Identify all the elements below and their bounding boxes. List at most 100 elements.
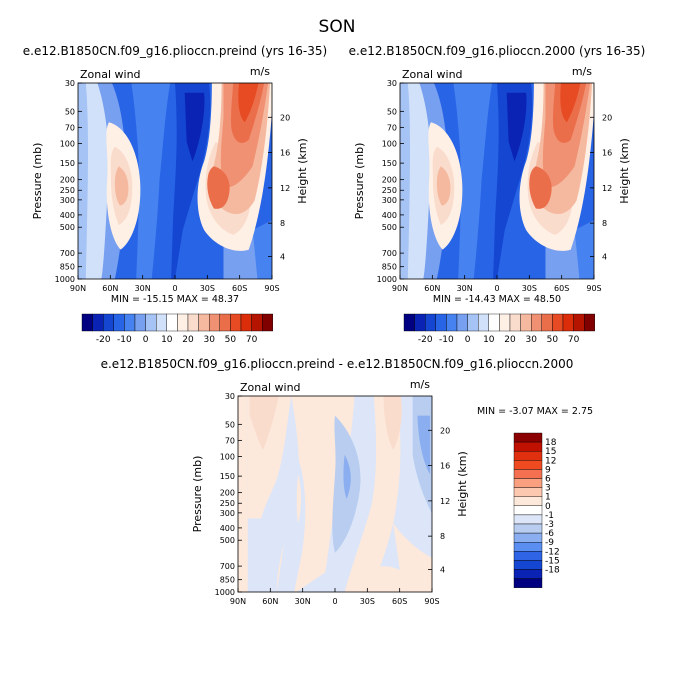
x-tick-label: 90N	[230, 597, 246, 606]
y-tick-label: 300	[382, 196, 397, 205]
colorbar-label: 0	[143, 335, 149, 345]
y-tick-label: 300	[60, 196, 75, 205]
colorbar-swatch	[513, 578, 543, 588]
colorbar-swatch	[124, 313, 136, 332]
colorbar-swatch	[513, 487, 543, 497]
colorbar-swatch	[562, 313, 574, 332]
height-tick-label: 12	[440, 497, 450, 506]
y-axis-title-right: Height (km)	[296, 138, 309, 204]
colorbar-swatch	[102, 313, 114, 332]
height-tick-label: 16	[440, 462, 450, 471]
height-tick-label: 4	[602, 252, 607, 261]
y-tick-label: 1000	[55, 275, 75, 284]
y-tick-label: 50	[65, 107, 75, 116]
y-tick-label: 400	[382, 211, 397, 220]
colorbar-swatch	[425, 313, 437, 332]
contour-field	[400, 83, 594, 279]
colorbar-swatch	[552, 313, 564, 332]
x-tick-label: 30N	[295, 597, 311, 606]
colorbar-swatch	[513, 460, 543, 470]
colorbar-swatch	[584, 313, 596, 332]
x-tick-label: 60S	[554, 284, 569, 293]
y-axis-title: Pressure (mb)	[31, 143, 44, 220]
y-tick-label: 70	[387, 123, 397, 132]
y-tick-label: 1000	[377, 275, 397, 284]
x-tick-label: 90S	[264, 284, 279, 293]
y-tick-label: 150	[382, 159, 397, 168]
x-tick-label: 60N	[424, 284, 440, 293]
colorbar-swatch	[513, 451, 543, 461]
x-tick-label: 30S	[522, 284, 537, 293]
colorbar-label: 6	[545, 475, 551, 485]
x-tick-label: 60S	[232, 284, 247, 293]
y-tick-label: 850	[220, 576, 235, 585]
colorbar-swatch	[187, 313, 199, 332]
colorbar-swatch	[513, 496, 543, 507]
y-tick-label: 400	[220, 524, 235, 533]
units-label: m/s	[410, 378, 430, 391]
x-tick-label: 0	[494, 284, 499, 293]
colorbar-swatch	[230, 313, 242, 332]
colorbar-label: -20	[96, 335, 111, 345]
colorbar-label: -3	[545, 520, 554, 530]
variable-label: Zonal wind	[80, 68, 141, 81]
colorbar-label: 10	[483, 335, 495, 345]
y-axis-title-right: Height (km)	[456, 451, 469, 517]
y-tick-label: 1000	[215, 588, 235, 597]
colorbar-swatch	[92, 313, 104, 332]
colorbar-label: -18	[545, 566, 560, 576]
colorbar-swatch	[219, 313, 231, 332]
y-tick-label: 500	[382, 223, 397, 232]
colorbar-swatch	[145, 313, 157, 332]
colorbar-swatch	[134, 313, 146, 332]
contour-field	[78, 83, 272, 279]
colorbar-label: 30	[525, 335, 537, 345]
colorbar-swatch	[198, 313, 210, 332]
y-tick-label: 100	[382, 139, 397, 148]
panel-difference: e.e12.B1850CN.f09_g16.plioccn.preind - e…	[101, 357, 593, 606]
height-tick-label: 12	[602, 184, 612, 193]
panel-2000: e.e12.B1850CN.f09_g16.plioccn.2000 (yrs …	[349, 44, 646, 345]
colorbar-swatch	[513, 560, 543, 570]
colorbar-label: 30	[203, 335, 215, 345]
colorbar-swatch	[262, 313, 274, 332]
colorbar-label: 20	[504, 335, 516, 345]
colorbar-swatch	[513, 551, 543, 561]
colorbar-label: -10	[117, 335, 132, 345]
x-tick-label: 60N	[262, 597, 278, 606]
y-tick-label: 50	[225, 420, 235, 429]
colorbar-swatch	[513, 523, 543, 534]
colorbar-label: 70	[246, 335, 258, 345]
colorbar-swatch	[513, 542, 543, 552]
units-label: m/s	[572, 65, 592, 78]
colorbar-label: 9	[545, 465, 551, 475]
y-tick-label: 700	[220, 562, 235, 571]
y-tick-label: 700	[60, 249, 75, 258]
y-axis-title-right: Height (km)	[618, 138, 631, 204]
y-tick-label: 250	[220, 499, 235, 508]
colorbar-label: 50	[225, 335, 237, 345]
colorbar-swatch	[414, 313, 426, 332]
x-tick-label: 60N	[102, 284, 118, 293]
colorbar-swatch	[113, 313, 125, 332]
colorbar-swatch	[251, 313, 263, 332]
colorbar-swatch	[435, 313, 447, 332]
y-tick-label: 70	[65, 123, 75, 132]
panel-title: e.e12.B1850CN.f09_g16.plioccn.preind - e…	[101, 357, 574, 371]
colorbar-swatch	[513, 514, 543, 525]
y-tick-label: 700	[382, 249, 397, 258]
colorbar-swatch	[513, 532, 543, 543]
colorbar-swatch	[155, 313, 167, 332]
colorbar-swatch	[531, 313, 543, 332]
colorbar-label: 3	[545, 484, 551, 494]
colorbar-swatch	[513, 505, 543, 516]
y-tick-label: 200	[60, 176, 75, 185]
x-tick-label: 30S	[360, 597, 375, 606]
panel-title: e.e12.B1850CN.f09_g16.plioccn.2000 (yrs …	[349, 44, 646, 58]
y-tick-label: 500	[220, 536, 235, 545]
colorbar-swatch	[513, 478, 543, 488]
colorbar-label: -10	[439, 335, 454, 345]
colorbar-swatch	[499, 313, 511, 332]
y-tick-label: 200	[382, 176, 397, 185]
